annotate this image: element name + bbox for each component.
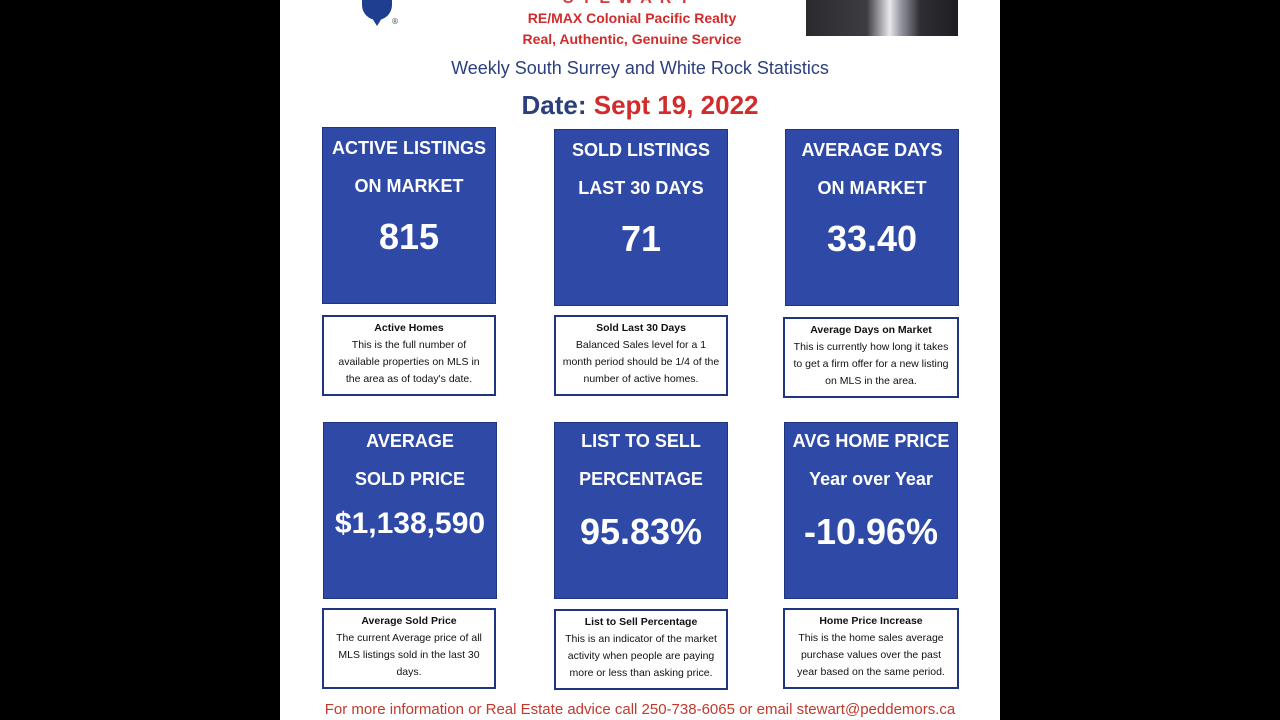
stat-tile-avg-home-price-yoy: AVG HOME PRICE Year over Year -10.96% xyxy=(784,422,958,599)
desc-title: Home Price Increase xyxy=(819,615,923,627)
desc-body: The current Average price of all MLS lis… xyxy=(336,632,482,678)
desc-title: Average Sold Price xyxy=(361,615,457,627)
desc-card-home-price-increase: Home Price Increase This is the home sal… xyxy=(783,608,959,689)
stat-value: 33.40 xyxy=(826,218,918,259)
date-value: Sept 19, 2022 xyxy=(593,90,759,120)
desc-body: This is the home sales average purchase … xyxy=(797,632,945,678)
desc-title: Active Homes xyxy=(374,322,444,334)
desc-title: Average Days on Market xyxy=(810,324,932,336)
stat-value: -10.96% xyxy=(803,511,939,552)
brokerage-name: RE/MAX Colonial Pacific Realty xyxy=(527,10,737,26)
stat-label-line2: ON MARKET xyxy=(817,178,927,198)
stat-label-line2: ON MARKET xyxy=(354,176,464,196)
registered-mark: ® xyxy=(391,17,399,26)
stat-value: 95.83% xyxy=(579,511,703,552)
date-label: Date: xyxy=(521,90,587,120)
stat-tile-list-to-sell: LIST TO SELL PERCENTAGE 95.83% xyxy=(554,422,728,599)
stat-value: 71 xyxy=(620,218,662,259)
desc-card-active-homes: Active Homes This is the full number of … xyxy=(322,315,496,396)
stat-label-line1: AVERAGE DAYS xyxy=(801,140,943,160)
page-subtitle: Weekly South Surrey and White Rock Stati… xyxy=(451,58,829,78)
flyer-page: ® STEWART RE/MAX Colonial Pacific Realty… xyxy=(280,0,1000,720)
stat-tile-average-days: AVERAGE DAYS ON MARKET 33.40 xyxy=(785,129,959,306)
desc-card-average-sold-price: Average Sold Price The current Average p… xyxy=(322,608,496,689)
stat-label-line1: SOLD LISTINGS xyxy=(571,140,710,160)
brokerage-tagline: Real, Authentic, Genuine Service xyxy=(522,31,742,47)
stat-label-line1: ACTIVE LISTINGS xyxy=(331,138,486,158)
stat-label-line2: PERCENTAGE xyxy=(579,469,703,489)
stat-tile-sold-listings: SOLD LISTINGS LAST 30 DAYS 71 xyxy=(554,129,728,306)
stat-label-line2: SOLD PRICE xyxy=(354,469,465,489)
desc-body: This is the full number of available pro… xyxy=(338,339,480,385)
stat-label-line2: LAST 30 DAYS xyxy=(578,178,704,198)
desc-body: This is currently how long it takes to g… xyxy=(793,341,949,387)
desc-body: This is an indicator of the market activ… xyxy=(565,633,717,679)
desc-card-average-days: Average Days on Market This is currently… xyxy=(783,317,959,398)
desc-title: List to Sell Percentage xyxy=(584,616,698,628)
stat-label-line2: Year over Year xyxy=(809,469,933,489)
stat-label-line1: LIST TO SELL xyxy=(581,431,701,451)
remax-balloon-logo-icon xyxy=(362,0,392,26)
stat-value: $1,138,590 xyxy=(334,507,486,540)
desc-title: Sold Last 30 Days xyxy=(596,322,686,334)
contact-footer: For more information or Real Estate advi… xyxy=(324,701,956,718)
stat-tile-average-sold-price: AVERAGE SOLD PRICE $1,138,590 xyxy=(323,422,497,599)
desc-card-list-to-sell: List to Sell Percentage This is an indic… xyxy=(554,609,728,690)
desc-body: Balanced Sales level for a 1 month perio… xyxy=(562,339,720,385)
stat-value: 815 xyxy=(378,216,440,257)
cropped-brand-heading: STEWART xyxy=(520,0,740,7)
stat-label-line1: AVERAGE xyxy=(366,431,454,451)
report-date: Date: Sept 19, 2022 xyxy=(280,90,1000,121)
stat-label-line1: AVG HOME PRICE xyxy=(792,431,950,451)
stat-tile-active-listings: ACTIVE LISTINGS ON MARKET 815 xyxy=(322,127,496,304)
desc-card-sold-last-30: Sold Last 30 Days Balanced Sales level f… xyxy=(554,315,728,396)
agent-photo xyxy=(806,0,958,36)
